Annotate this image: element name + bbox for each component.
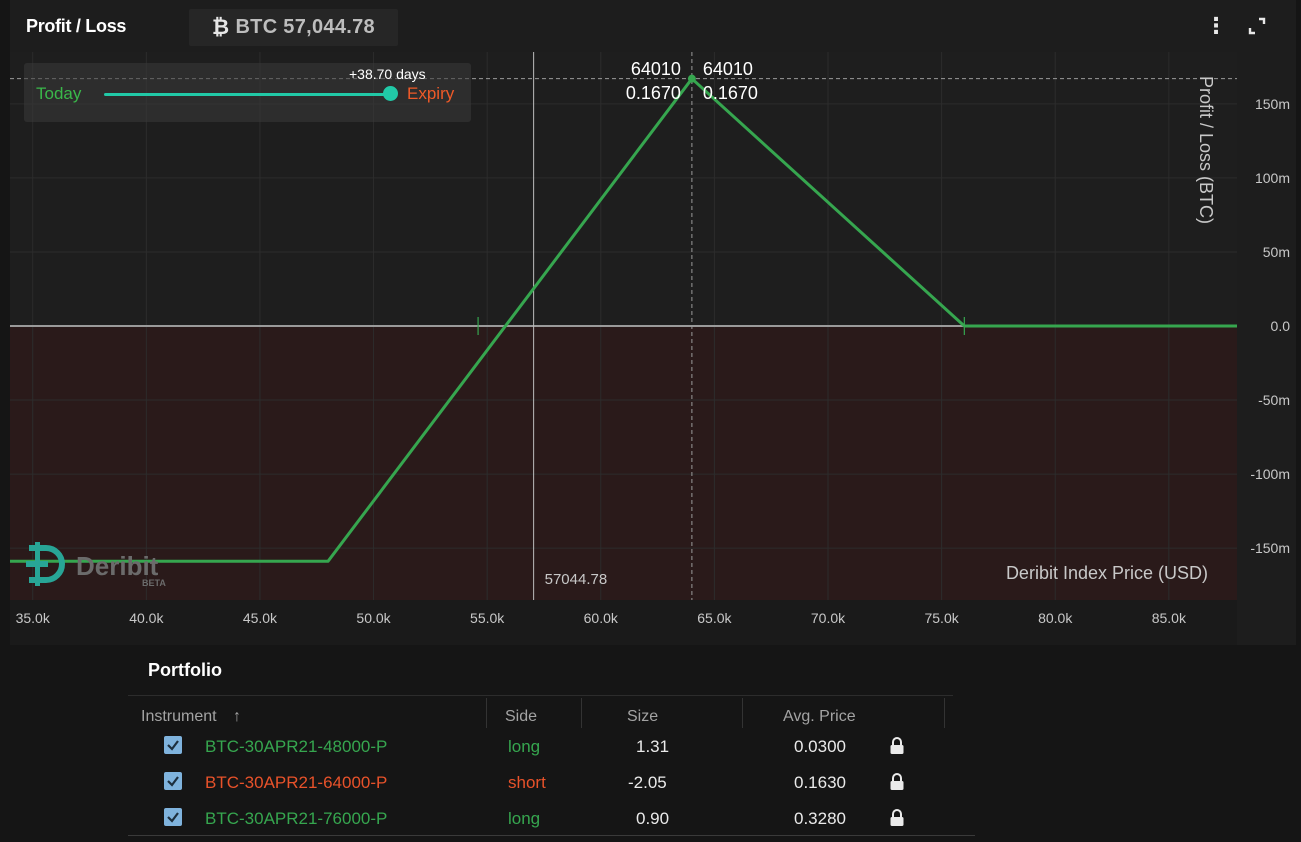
instrument-name[interactable]: BTC-30APR21-76000-P (205, 809, 388, 828)
table-header: Instrument ↑ Side Size Avg. Price (128, 695, 953, 729)
lock-icon[interactable] (889, 809, 905, 827)
position-size: 0.90 (636, 809, 670, 828)
row-checkbox[interactable] (164, 808, 182, 826)
portfolio-title: Portfolio (148, 660, 222, 680)
checkmark-icon (167, 740, 179, 751)
instrument-name[interactable]: BTC-30APR21-64000-P (205, 773, 388, 792)
avg-price: 0.1630 (794, 773, 846, 792)
y-tick-label: 150m (1255, 96, 1290, 112)
crosshair-x-label-left: 64010 (631, 59, 681, 79)
column-instrument[interactable]: Instrument (141, 708, 217, 725)
lock-icon[interactable] (889, 773, 905, 791)
x-axis-band (10, 600, 1237, 645)
x-tick-label: 40.0k (129, 610, 164, 626)
deribit-logo-icon (26, 542, 65, 586)
crosshair-y-label-right: 0.1670 (703, 83, 758, 103)
bitcoin-icon: ₿ (212, 15, 230, 39)
x-tick-label: 85.0k (1152, 610, 1187, 626)
deribit-logo: Deribit BETA (26, 542, 166, 588)
table-row: BTC-30APR21-64000-P short -2.05 0.1630 (128, 763, 973, 799)
beta-badge: BETA (142, 578, 166, 588)
btc-price-value: BTC 57,044.78 (235, 16, 375, 38)
x-tick-label: 80.0k (1038, 610, 1073, 626)
y-tick-label: -50m (1258, 392, 1290, 408)
x-tick-label: 35.0k (16, 610, 51, 626)
y-tick-label: 0.0 (1271, 318, 1291, 334)
y-tick-label: -100m (1250, 466, 1290, 482)
expiry-label: Expiry (407, 84, 455, 103)
position-size: -2.05 (628, 773, 667, 792)
avg-price: 0.3280 (794, 809, 846, 828)
x-tick-label: 75.0k (924, 610, 959, 626)
btc-price-badge: ₿ BTC 57,044.78 (189, 9, 398, 46)
expand-icon[interactable] (1247, 16, 1267, 36)
deribit-logo-text: Deribit (76, 551, 159, 581)
loss-region (10, 326, 1237, 600)
avg-price: 0.0300 (794, 737, 846, 756)
table-row: BTC-30APR21-76000-P long 0.90 0.3280 (128, 799, 973, 835)
y-tick-label: 100m (1255, 170, 1290, 186)
crosshair-y-label-left: 0.1670 (626, 83, 681, 103)
x-tick-label: 60.0k (584, 610, 619, 626)
y-tick-label: -150m (1250, 540, 1290, 556)
y-tick-label: 50m (1263, 244, 1290, 260)
lock-icon[interactable] (889, 737, 905, 755)
column-avg-price[interactable]: Avg. Price (783, 708, 856, 725)
position-size: 1.31 (636, 737, 670, 756)
slider-track[interactable] (104, 93, 391, 96)
checkmark-icon (167, 812, 179, 823)
slider-thumb[interactable] (383, 86, 398, 101)
row-checkbox[interactable] (164, 736, 182, 754)
x-tick-label: 50.0k (356, 610, 391, 626)
x-tick-label: 45.0k (243, 610, 278, 626)
x-axis-title: Deribit Index Price (USD) (1006, 563, 1208, 583)
sort-ascending-icon[interactable]: ↑ (233, 708, 241, 725)
column-side[interactable]: Side (505, 708, 538, 725)
position-side: long (508, 737, 541, 756)
days-to-expiry-label: +38.70 days (349, 66, 426, 82)
table-row: BTC-30APR21-48000-P long 1.31 0.0300 (128, 727, 973, 763)
time-to-expiry-slider[interactable]: +38.70 days Today Expiry (24, 63, 471, 122)
crosshair-x-label-right: 64010 (703, 59, 753, 79)
x-tick-label: 55.0k (470, 610, 505, 626)
position-side: long (508, 809, 541, 828)
checkmark-icon (167, 776, 179, 787)
row-checkbox[interactable] (164, 772, 182, 790)
column-size[interactable]: Size (627, 708, 659, 725)
hover-point (687, 74, 696, 83)
today-label: Today (36, 84, 82, 103)
y-axis-title: Profit / Loss (BTC) (1196, 76, 1216, 224)
panel-title: Profit / Loss (26, 16, 127, 36)
x-tick-label: 70.0k (811, 610, 846, 626)
position-side: short (508, 773, 546, 792)
current-price-label: 57044.78 (545, 571, 608, 588)
x-tick-label: 65.0k (697, 610, 732, 626)
instrument-name[interactable]: BTC-30APR21-48000-P (205, 737, 388, 756)
